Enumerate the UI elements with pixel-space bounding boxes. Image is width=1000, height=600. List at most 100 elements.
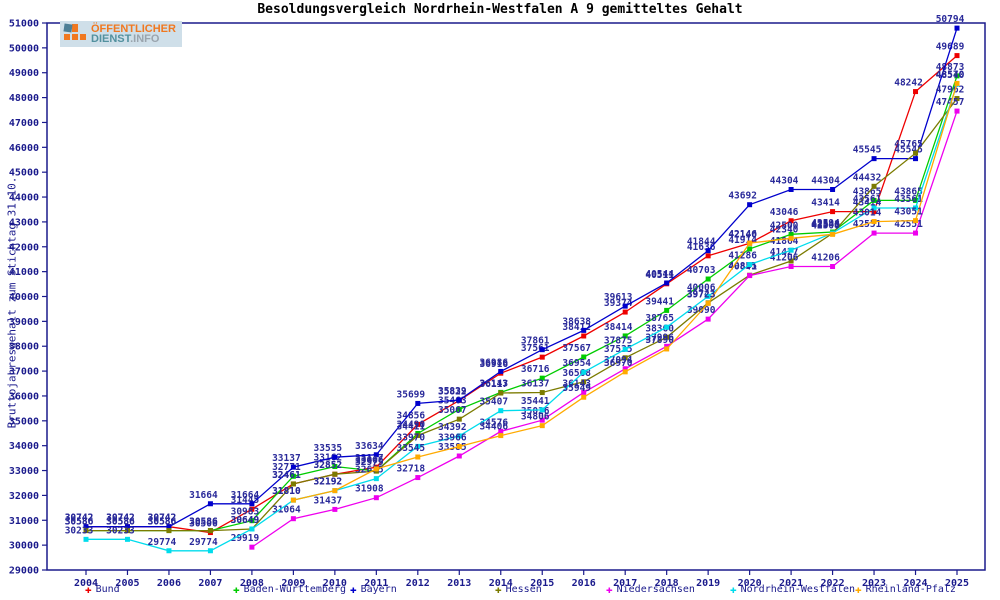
data-point-marker[interactable] — [83, 528, 89, 534]
data-point-marker[interactable] — [788, 218, 794, 224]
data-point-marker[interactable] — [539, 417, 545, 423]
data-point-marker[interactable] — [871, 219, 877, 225]
data-point-marker[interactable] — [166, 528, 172, 534]
data-point-marker[interactable] — [581, 369, 587, 375]
data-point-marker[interactable] — [207, 528, 213, 534]
data-point-marker[interactable] — [539, 347, 545, 353]
data-point-marker[interactable] — [456, 416, 462, 422]
data-point-marker[interactable] — [373, 476, 379, 482]
legend-item-niedersachsen[interactable]: ✚ Niedersachsen — [606, 584, 695, 596]
data-point-marker[interactable] — [249, 526, 255, 532]
data-point-marker[interactable] — [747, 202, 753, 208]
data-point-marker[interactable] — [249, 518, 255, 524]
data-point-marker[interactable] — [581, 354, 587, 360]
data-point-marker[interactable] — [498, 433, 504, 439]
data-point-marker[interactable] — [913, 230, 919, 236]
data-point-marker[interactable] — [871, 209, 877, 215]
oeffentlicher-dienst-info-logo[interactable]: ÖFFENTLICHER DIENST.INFO — [60, 21, 182, 47]
data-point-marker[interactable] — [332, 488, 338, 494]
data-point-marker[interactable] — [456, 397, 462, 403]
data-point-marker[interactable] — [913, 205, 919, 211]
data-point-marker[interactable] — [830, 186, 836, 192]
data-point-marker[interactable] — [747, 273, 753, 279]
data-point-marker[interactable] — [622, 346, 628, 352]
data-point-marker[interactable] — [788, 258, 794, 264]
data-point-marker[interactable] — [788, 231, 794, 237]
data-point-marker[interactable] — [664, 324, 670, 330]
legend-item-rheinland-pfalz[interactable]: ✚ Rheinland-Pfalz — [855, 584, 956, 596]
data-point-marker[interactable] — [415, 475, 421, 481]
data-point-marker[interactable] — [415, 400, 421, 406]
data-point-marker[interactable] — [871, 156, 877, 162]
data-point-marker[interactable] — [83, 536, 89, 542]
data-point-marker[interactable] — [830, 264, 836, 270]
data-point-marker[interactable] — [705, 293, 711, 299]
data-point-marker[interactable] — [954, 25, 960, 31]
legend-item-nordrhein-westfalen[interactable]: ✚ Nordrhein-Westfalen — [730, 584, 855, 596]
data-point-marker[interactable] — [830, 231, 836, 237]
data-point-marker[interactable] — [622, 309, 628, 315]
data-point-marker[interactable] — [373, 495, 379, 501]
data-point-marker[interactable] — [373, 452, 379, 458]
data-point-marker[interactable] — [622, 369, 628, 375]
data-point-marker[interactable] — [871, 230, 877, 236]
data-point-marker[interactable] — [456, 444, 462, 450]
data-point-marker[interactable] — [415, 421, 421, 427]
data-point-marker[interactable] — [581, 389, 587, 395]
data-point-marker[interactable] — [705, 316, 711, 322]
data-point-marker[interactable] — [249, 544, 255, 550]
data-point-marker[interactable] — [290, 481, 296, 487]
data-point-marker[interactable] — [705, 300, 711, 306]
data-point-marker[interactable] — [124, 524, 130, 530]
data-point-marker[interactable] — [954, 96, 960, 102]
data-point-marker[interactable] — [705, 276, 711, 282]
data-point-marker[interactable] — [954, 53, 960, 59]
data-point-marker[interactable] — [664, 307, 670, 313]
data-point-marker[interactable] — [664, 343, 670, 349]
data-point-marker[interactable] — [290, 497, 296, 503]
data-point-marker[interactable] — [498, 428, 504, 434]
data-point-marker[interactable] — [456, 433, 462, 439]
data-point-marker[interactable] — [498, 408, 504, 414]
data-point-marker[interactable] — [207, 548, 213, 554]
legend-item-bund[interactable]: ✚ Bund — [85, 584, 120, 596]
data-point-marker[interactable] — [788, 247, 794, 253]
data-point-marker[interactable] — [622, 366, 628, 372]
data-point-marker[interactable] — [581, 379, 587, 385]
data-point-marker[interactable] — [166, 548, 172, 554]
data-point-marker[interactable] — [539, 375, 545, 381]
data-point-marker[interactable] — [83, 524, 89, 530]
data-point-marker[interactable] — [622, 333, 628, 339]
data-point-marker[interactable] — [581, 394, 587, 400]
data-point-marker[interactable] — [913, 89, 919, 95]
data-point-marker[interactable] — [124, 536, 130, 542]
data-point-marker[interactable] — [539, 423, 545, 429]
data-point-marker[interactable] — [913, 156, 919, 162]
data-point-marker[interactable] — [581, 327, 587, 333]
legend-item-baden-w-rttemberg[interactable]: ✚ Baden-Württemberg — [233, 584, 346, 596]
data-point-marker[interactable] — [456, 453, 462, 459]
data-point-marker[interactable] — [913, 150, 919, 156]
data-point-marker[interactable] — [954, 108, 960, 114]
data-point-marker[interactable] — [498, 368, 504, 374]
data-point-marker[interactable] — [373, 466, 379, 472]
data-point-marker[interactable] — [290, 464, 296, 470]
data-point-marker[interactable] — [705, 253, 711, 259]
data-point-marker[interactable] — [622, 303, 628, 309]
data-point-marker[interactable] — [622, 355, 628, 361]
data-point-marker[interactable] — [207, 501, 213, 507]
data-point-marker[interactable] — [581, 333, 587, 339]
data-point-marker[interactable] — [498, 390, 504, 396]
data-point-marker[interactable] — [705, 248, 711, 254]
data-point-marker[interactable] — [332, 454, 338, 460]
data-point-marker[interactable] — [249, 506, 255, 512]
data-point-marker[interactable] — [539, 407, 545, 413]
data-point-marker[interactable] — [664, 346, 670, 352]
legend-item-bayern[interactable]: ✚ Bayern — [350, 584, 397, 596]
data-point-marker[interactable] — [871, 205, 877, 211]
data-point-marker[interactable] — [539, 354, 545, 360]
data-point-marker[interactable] — [871, 197, 877, 203]
data-point-marker[interactable] — [539, 390, 545, 396]
data-point-marker[interactable] — [747, 246, 753, 252]
data-point-marker[interactable] — [415, 443, 421, 449]
